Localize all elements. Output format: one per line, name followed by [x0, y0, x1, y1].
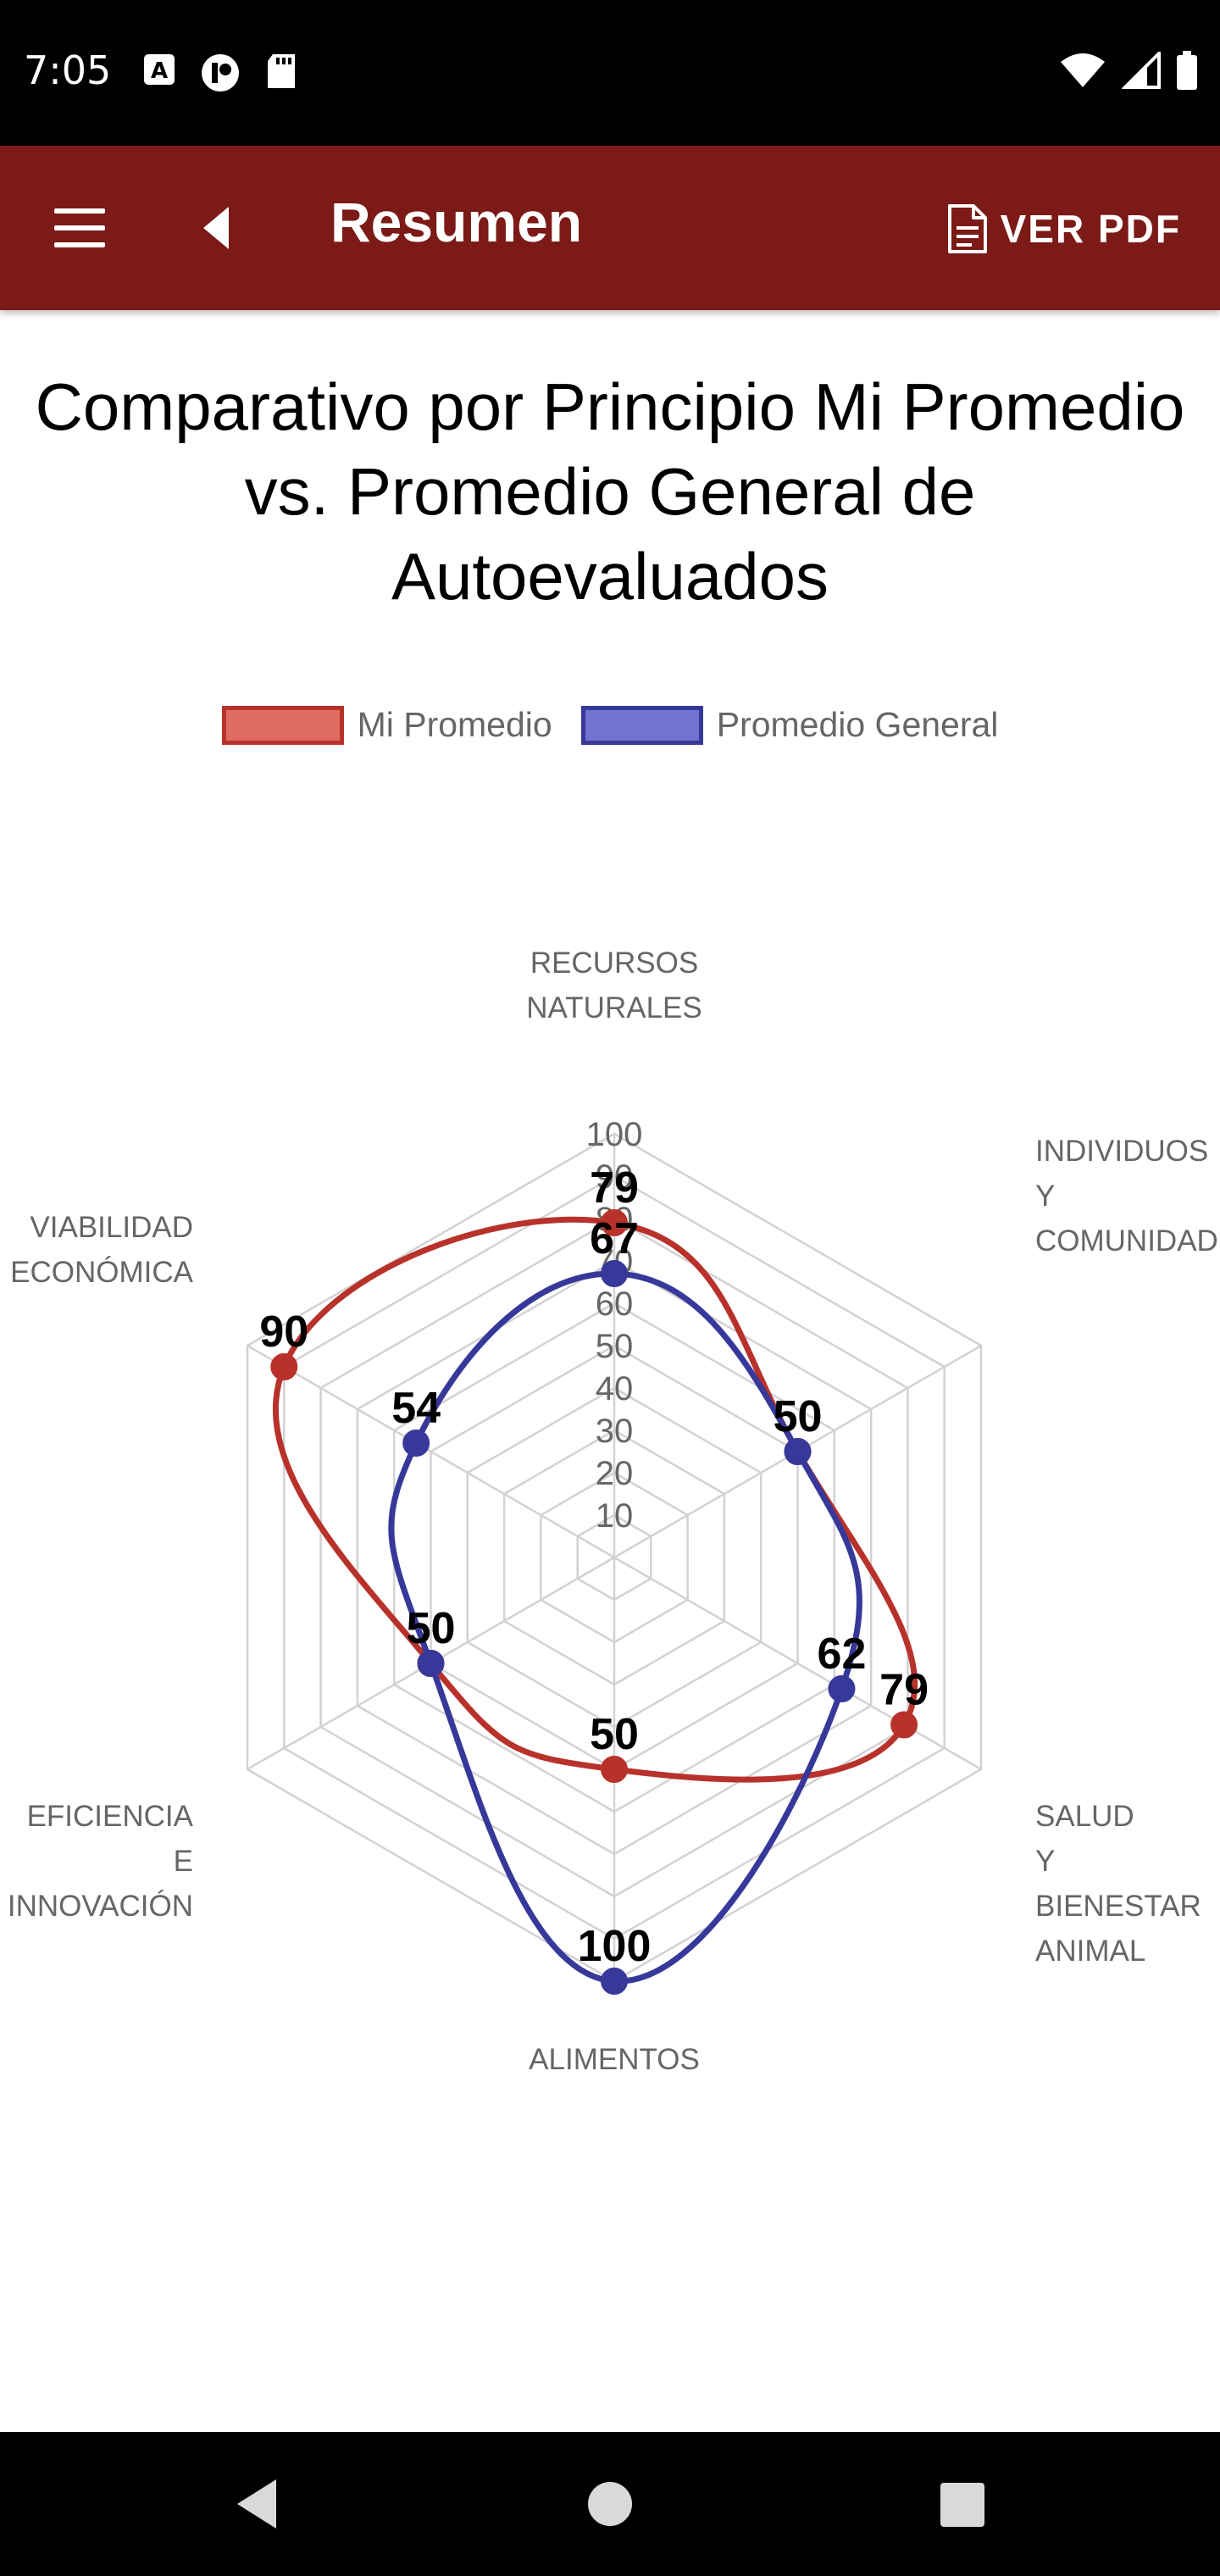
- data-label-1-2: 62: [818, 1629, 867, 1679]
- document-icon: [947, 204, 987, 253]
- axis-label-4-0: EFICIENCIA: [27, 1800, 194, 1833]
- data-point-1-2: [828, 1675, 856, 1702]
- data-label-1-1: 50: [774, 1392, 823, 1441]
- axis-label-0-0: RECURSOS: [530, 947, 698, 980]
- font-icon: A: [144, 54, 175, 85]
- radar-chart: 102030405060708090100RECURSOSNATURALESIN…: [8, 947, 1218, 2076]
- nav-back-triangle-icon[interactable]: [229, 2474, 288, 2534]
- axis-label-5-1: ECONÓMICA: [10, 1256, 194, 1289]
- data-point-1-0: [601, 1260, 628, 1287]
- axis-label-2-2: BIENESTAR: [1035, 1890, 1201, 1923]
- axis-spoke-5: [247, 1344, 615, 1559]
- axis-label-1-1: Y: [1035, 1180, 1055, 1213]
- axis-label-2-3: ANIMAL: [1035, 1935, 1145, 1968]
- status-bar: 7:05 A: [0, 0, 1220, 146]
- tick-label-20: 20: [596, 1455, 634, 1492]
- axis-label-4-2: INNOVACIÓN: [8, 1890, 193, 1923]
- data-label-0-4: 50: [407, 1604, 456, 1653]
- legend-label-promedio-general: Promedio General: [716, 705, 999, 744]
- tick-label-40: 40: [596, 1370, 634, 1407]
- axis-label-2-0: SALUD: [1035, 1800, 1134, 1833]
- data-label-1-5: 54: [391, 1384, 441, 1433]
- data-point-0-5: [270, 1353, 298, 1380]
- battery-icon: [1177, 51, 1197, 90]
- status-time: 7:05: [24, 47, 112, 93]
- chart-legend: Mi Promedio Promedio General: [0, 705, 1220, 745]
- sd-card-icon: [268, 54, 295, 88]
- axis-label-4-1: E: [174, 1845, 193, 1878]
- legend-swatch-mi-promedio: [221, 705, 344, 745]
- wifi-icon: [1061, 53, 1105, 87]
- axis-label-3-0: ALIMENTOS: [529, 2043, 700, 2076]
- tick-label-90: 90: [596, 1158, 634, 1196]
- tick-label-50: 50: [596, 1328, 634, 1365]
- view-pdf-button[interactable]: VER PDF: [946, 198, 1181, 259]
- nav-recents-square-icon[interactable]: [932, 2474, 991, 2534]
- data-label-1-0: 67: [590, 1214, 639, 1263]
- data-point-1-1: [784, 1438, 812, 1465]
- axis-label-2-1: Y: [1035, 1845, 1055, 1878]
- navigation-bar: [0, 2432, 1220, 2576]
- media-icon: [202, 54, 239, 92]
- legend-label-mi-promedio: Mi Promedio: [357, 705, 552, 744]
- data-label-0-2: 79: [879, 1666, 929, 1715]
- data-label-0-1: 50: [774, 1392, 823, 1441]
- data-label-1-4: 50: [407, 1604, 456, 1653]
- data-label-0-3: 50: [590, 1710, 639, 1759]
- hamburger-menu-icon[interactable]: [51, 205, 110, 253]
- chart-title: Comparativo por Principio Mi Promedio vs…: [35, 369, 1185, 613]
- data-point-0-0: [601, 1209, 628, 1236]
- axis-spoke-2: [613, 1556, 982, 1771]
- data-point-1-3: [601, 1968, 628, 1995]
- axis-label-0-1: NATURALES: [526, 991, 702, 1024]
- back-arrow-icon[interactable]: [191, 198, 242, 258]
- tick-label-60: 60: [596, 1285, 634, 1323]
- legend-swatch-promedio-general: [580, 705, 703, 745]
- signal-icon: [1122, 52, 1161, 89]
- legend-item-promedio-general[interactable]: Promedio General: [580, 705, 999, 745]
- svg-text:A: A: [151, 58, 168, 84]
- axis-label-1-0: INDIVIDUOS: [1035, 1135, 1208, 1168]
- page-title: Resumen: [330, 191, 583, 253]
- legend-item-mi-promedio[interactable]: Mi Promedio: [221, 705, 552, 745]
- data-label-0-0: 79: [590, 1163, 639, 1213]
- app-bar: Resumen VER PDF: [0, 146, 1220, 310]
- data-point-1-5: [402, 1430, 430, 1457]
- view-pdf-label: VER PDF: [1000, 207, 1181, 251]
- tick-label-30: 30: [596, 1413, 634, 1450]
- data-point-0-3: [601, 1756, 628, 1783]
- axis-label-1-2: COMUNIDAD: [1035, 1224, 1218, 1257]
- nav-home-circle-icon[interactable]: [580, 2474, 640, 2534]
- data-point-1-4: [417, 1650, 445, 1677]
- axis-label-5-0: VIABILIDAD: [30, 1211, 193, 1244]
- tick-label-10: 10: [596, 1497, 634, 1535]
- data-label-1-3: 100: [578, 1922, 652, 1971]
- tick-label-100: 100: [586, 1116, 643, 1153]
- data-point-0-2: [890, 1711, 918, 1739]
- data-label-0-5: 90: [259, 1307, 308, 1357]
